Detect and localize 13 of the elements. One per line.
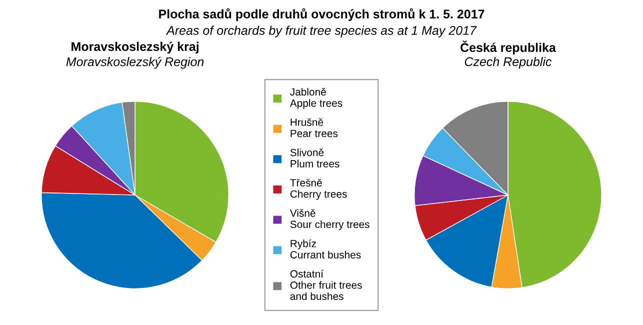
legend-label: Ostatní Other fruit trees and bushes — [290, 270, 362, 300]
legend-label: Jabloně Apple trees — [290, 88, 342, 109]
chart-subtitle: Moravskoslezský Region — [66, 56, 204, 69]
legend-label: Višně Sour cherry trees — [290, 209, 370, 230]
chart-subtitle: Czech Republic — [464, 56, 552, 69]
text: Areas of orchards by fruit tree species as at 1 May 2017 — [166, 26, 477, 38]
legend-label: Třešně Cherry trees — [290, 178, 347, 200]
legend-label: Rybíz Currant bushes — [290, 239, 361, 258]
chart-title: Česká republika — [460, 40, 556, 54]
chart-title: Moravskoslezský kraj — [72, 42, 198, 54]
text: Plocha sadů podle druhů ovocných stromů k 1. 5. 2017 — [159, 8, 484, 21]
legend-label: Hrušně Pear trees — [290, 118, 338, 138]
legend-label: Slivoně Plum trees — [290, 148, 340, 168]
